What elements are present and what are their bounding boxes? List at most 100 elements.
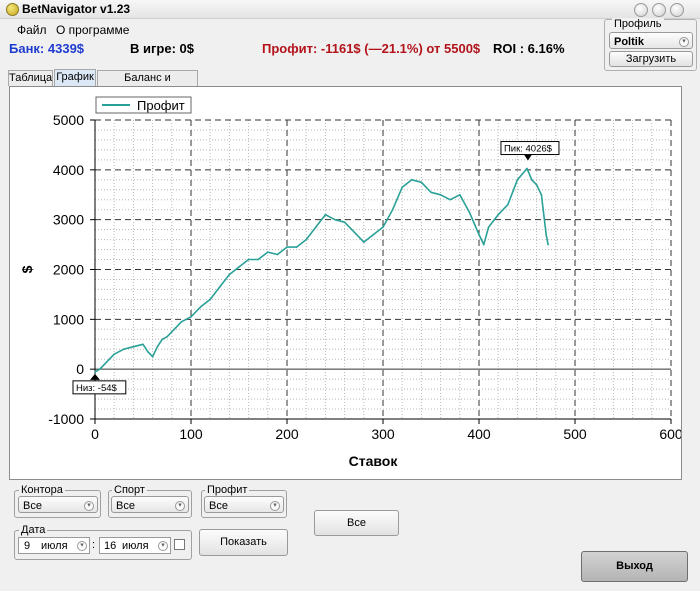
date-from-day: 9 [24, 540, 31, 552]
data-point [363, 241, 365, 243]
close-button[interactable] [670, 3, 684, 17]
load-profile-button[interactable]: Загрузить [609, 51, 693, 67]
date-from-month: июля [41, 540, 68, 552]
data-point [161, 338, 163, 341]
tab-chart[interactable]: График [54, 69, 96, 86]
data-point [547, 243, 549, 246]
data-point [526, 167, 528, 170]
title-bar [0, 0, 700, 19]
data-point [142, 343, 144, 346]
menu-about[interactable]: О программе [56, 23, 130, 37]
y-tick-label: 3000 [53, 212, 84, 228]
in-game-value: В игре: 0$ [130, 41, 194, 56]
profit-filter-select[interactable]: Все ▾ [204, 496, 284, 513]
data-point [487, 226, 490, 228]
date-to-month: июля [122, 540, 149, 552]
data-point [123, 348, 125, 351]
date-to-day: 16 [104, 540, 117, 552]
legend-label: Профит [137, 98, 185, 113]
data-point [180, 321, 183, 323]
chevron-down-icon: ▾ [77, 541, 87, 551]
date-to-picker[interactable]: 16 июля ▾ [99, 537, 171, 554]
x-tick-label: 600 [659, 426, 681, 442]
data-point [545, 233, 547, 236]
chevron-down-icon: ▾ [270, 501, 280, 511]
kontora-legend: Контора [19, 484, 65, 496]
date-legend: Дата [19, 524, 48, 536]
data-point [382, 226, 384, 228]
date-checkbox[interactable] [174, 539, 185, 550]
data-point [478, 233, 480, 236]
minimize-button[interactable] [634, 3, 648, 17]
data-point [420, 181, 423, 184]
y-tick-label: 2000 [53, 262, 84, 278]
x-tick-label: 300 [371, 426, 395, 442]
x-tick-label: 200 [275, 426, 299, 442]
y-axis-title: $ [19, 265, 35, 273]
all-button[interactable]: Все [314, 510, 399, 536]
sport-group [108, 490, 192, 518]
kontora-select-value: Все [23, 500, 42, 512]
date-group [14, 530, 192, 560]
x-tick-label: 100 [179, 426, 203, 442]
data-point [391, 208, 394, 211]
data-point [219, 286, 221, 288]
app-icon [6, 3, 19, 16]
chevron-down-icon: ▾ [679, 37, 689, 47]
data-point [372, 233, 375, 236]
data-point [151, 355, 154, 358]
sport-select-value: Все [116, 500, 135, 512]
exit-button[interactable]: Выход [581, 551, 688, 582]
data-point [166, 335, 168, 338]
data-point [113, 353, 115, 356]
sport-select[interactable]: Все ▾ [111, 496, 189, 513]
tab-balance-stats[interactable]: Баланс и Статистика [97, 70, 198, 99]
y-tick-label: 1000 [53, 311, 84, 327]
data-point [276, 253, 279, 256]
data-point [286, 246, 288, 248]
data-point [247, 258, 250, 261]
data-point [459, 193, 461, 196]
data-point [171, 330, 173, 333]
window-title: BetNavigator v1.23 [22, 2, 131, 16]
data-point [267, 251, 269, 253]
data-point [156, 345, 159, 348]
menu-file[interactable]: Файл [17, 23, 47, 37]
x-tick-label: 500 [563, 426, 587, 442]
data-point [315, 226, 317, 228]
profile-select[interactable]: Poltik ▾ [609, 32, 693, 49]
sport-legend: Спорт [112, 484, 147, 496]
data-point [305, 238, 308, 241]
data-point [449, 198, 452, 201]
data-point [535, 183, 538, 186]
y-tick-label: -1000 [48, 411, 84, 427]
show-button[interactable]: Показать [199, 529, 288, 556]
tab-table[interactable]: Таблица [8, 70, 53, 86]
date-from-picker[interactable]: 9 июля ▾ [18, 537, 90, 554]
profit-filter-legend: Профит [205, 484, 250, 496]
roi-value: ROI : 6.16% [493, 41, 565, 56]
data-point [439, 193, 442, 196]
date-separator: : [92, 539, 96, 551]
maximize-button[interactable] [652, 3, 666, 17]
low-annotation-pointer [90, 373, 100, 380]
data-point [257, 258, 259, 261]
data-point [507, 203, 509, 206]
data-point [132, 345, 135, 348]
data-point [147, 350, 149, 353]
data-point [190, 316, 192, 318]
data-point [238, 266, 240, 268]
data-point [516, 179, 519, 181]
profit-chart: 0 100 200 300 400 500 600 -1000 0 1000 2000 3000 400… [19, 96, 683, 469]
data-point [497, 213, 500, 216]
peak-annotation-box [500, 141, 560, 156]
data-point [430, 191, 432, 194]
data-point [324, 213, 327, 216]
legend-box [95, 96, 192, 114]
data-point [343, 221, 346, 223]
data-point [531, 179, 533, 181]
data-point [103, 363, 106, 365]
kontora-select[interactable]: Все ▾ [18, 496, 98, 513]
chevron-down-icon: ▾ [158, 541, 168, 551]
data-point [295, 246, 298, 248]
